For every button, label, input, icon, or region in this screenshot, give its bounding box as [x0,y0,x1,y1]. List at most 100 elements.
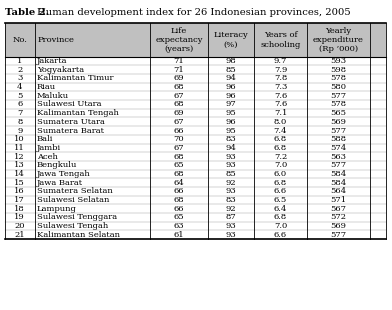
Text: 71: 71 [174,66,184,74]
Text: 68: 68 [174,196,184,204]
Text: 569: 569 [330,118,346,126]
Text: 578: 578 [330,100,346,108]
Text: 577: 577 [330,231,346,239]
Text: 67: 67 [174,118,184,126]
Text: Life
expectancy
(years): Life expectancy (years) [155,27,203,53]
Text: 7.0: 7.0 [274,161,287,169]
Text: 69: 69 [174,74,184,82]
Text: Riau: Riau [37,83,56,91]
Text: Sulawesi Selatan: Sulawesi Selatan [37,196,109,204]
Text: Sulawesi Utara: Sulawesi Utara [37,100,102,108]
Text: 574: 574 [330,144,346,152]
Text: 584: 584 [330,179,346,187]
Text: 8.0: 8.0 [274,118,287,126]
Text: Bali: Bali [37,135,53,143]
Text: 71: 71 [174,57,184,65]
Text: Table 2.: Table 2. [5,8,49,17]
Text: 6.8: 6.8 [274,144,287,152]
Text: 6.6: 6.6 [274,231,287,239]
Text: 68: 68 [174,153,184,161]
Text: Yogyakarta: Yogyakarta [37,66,84,74]
Text: 12: 12 [15,153,25,161]
Text: 7.8: 7.8 [274,74,287,82]
Text: 92: 92 [226,205,236,213]
Text: 92: 92 [226,179,236,187]
Text: Yearly
expenditure
(Rp ’000): Yearly expenditure (Rp ’000) [313,27,363,53]
Text: 9: 9 [17,126,22,135]
Text: 577: 577 [330,92,346,100]
Text: 68: 68 [174,83,184,91]
Text: 61: 61 [174,231,184,239]
Text: 19: 19 [15,213,25,221]
Text: Bengkulu: Bengkulu [37,161,77,169]
Text: 584: 584 [330,170,346,178]
Text: Jawa Barat: Jawa Barat [37,179,83,187]
Text: 18: 18 [15,205,25,213]
Text: 7.6: 7.6 [274,100,287,108]
Text: Literacy
(%): Literacy (%) [214,31,249,49]
Text: 87: 87 [226,213,236,221]
Text: 6.0: 6.0 [274,170,287,178]
Text: Aceh: Aceh [37,153,58,161]
Text: 588: 588 [330,135,346,143]
Text: 68: 68 [174,100,184,108]
Text: 7: 7 [17,109,22,117]
Text: 65: 65 [174,213,184,221]
Text: No.: No. [13,36,27,44]
Text: 6.4: 6.4 [274,205,287,213]
Text: Jakarta: Jakarta [37,57,67,65]
Text: 66: 66 [174,205,184,213]
Text: 593: 593 [330,57,346,65]
Text: Years of
schooling: Years of schooling [260,31,301,49]
Text: 93: 93 [226,161,236,169]
Text: 580: 580 [330,83,346,91]
Text: 7.4: 7.4 [274,126,287,135]
Text: 6.8: 6.8 [274,135,287,143]
Text: 94: 94 [226,144,236,152]
Text: 578: 578 [330,74,346,82]
Text: 569: 569 [330,222,346,230]
Text: 16: 16 [15,187,25,195]
Text: 96: 96 [226,92,236,100]
Text: Maluku: Maluku [37,92,69,100]
Text: 2: 2 [17,66,22,74]
Text: 15: 15 [15,179,25,187]
Text: 7.6: 7.6 [274,92,287,100]
Text: Sulawesi Tenggara: Sulawesi Tenggara [37,213,117,221]
Text: 95: 95 [226,109,236,117]
Text: Sumatera Barat: Sumatera Barat [37,126,104,135]
Text: 65: 65 [174,161,184,169]
Text: 6.6: 6.6 [274,187,287,195]
Text: 68: 68 [174,170,184,178]
Text: 66: 66 [174,187,184,195]
Text: 63: 63 [174,222,184,230]
Text: 1: 1 [17,57,22,65]
Text: 13: 13 [15,161,25,169]
Text: 6.8: 6.8 [274,179,287,187]
Text: 70: 70 [174,135,184,143]
Text: 564: 564 [330,187,346,195]
Text: 7.2: 7.2 [274,153,287,161]
Text: 7.3: 7.3 [274,83,287,91]
Text: 7.1: 7.1 [274,109,287,117]
Text: 93: 93 [226,222,236,230]
Text: Human development index for 26 Indonesian provinces, 2005: Human development index for 26 Indonesia… [37,8,351,17]
Text: Province: Province [37,36,74,44]
Text: 572: 572 [330,213,346,221]
Text: Sumatera Selatan: Sumatera Selatan [37,187,113,195]
Text: 10: 10 [15,135,25,143]
Text: 93: 93 [226,153,236,161]
Text: 85: 85 [226,170,236,178]
Text: 7.0: 7.0 [274,222,287,230]
Text: Kalimantan Tengah: Kalimantan Tengah [37,109,119,117]
Text: 3: 3 [17,74,22,82]
Text: 5: 5 [17,92,22,100]
Text: 64: 64 [174,179,184,187]
Text: 20: 20 [15,222,25,230]
Text: 83: 83 [226,196,236,204]
Text: 83: 83 [226,135,236,143]
Text: 4: 4 [17,83,23,91]
Text: 94: 94 [226,74,236,82]
Text: 67: 67 [174,92,184,100]
Text: 6.5: 6.5 [274,196,287,204]
